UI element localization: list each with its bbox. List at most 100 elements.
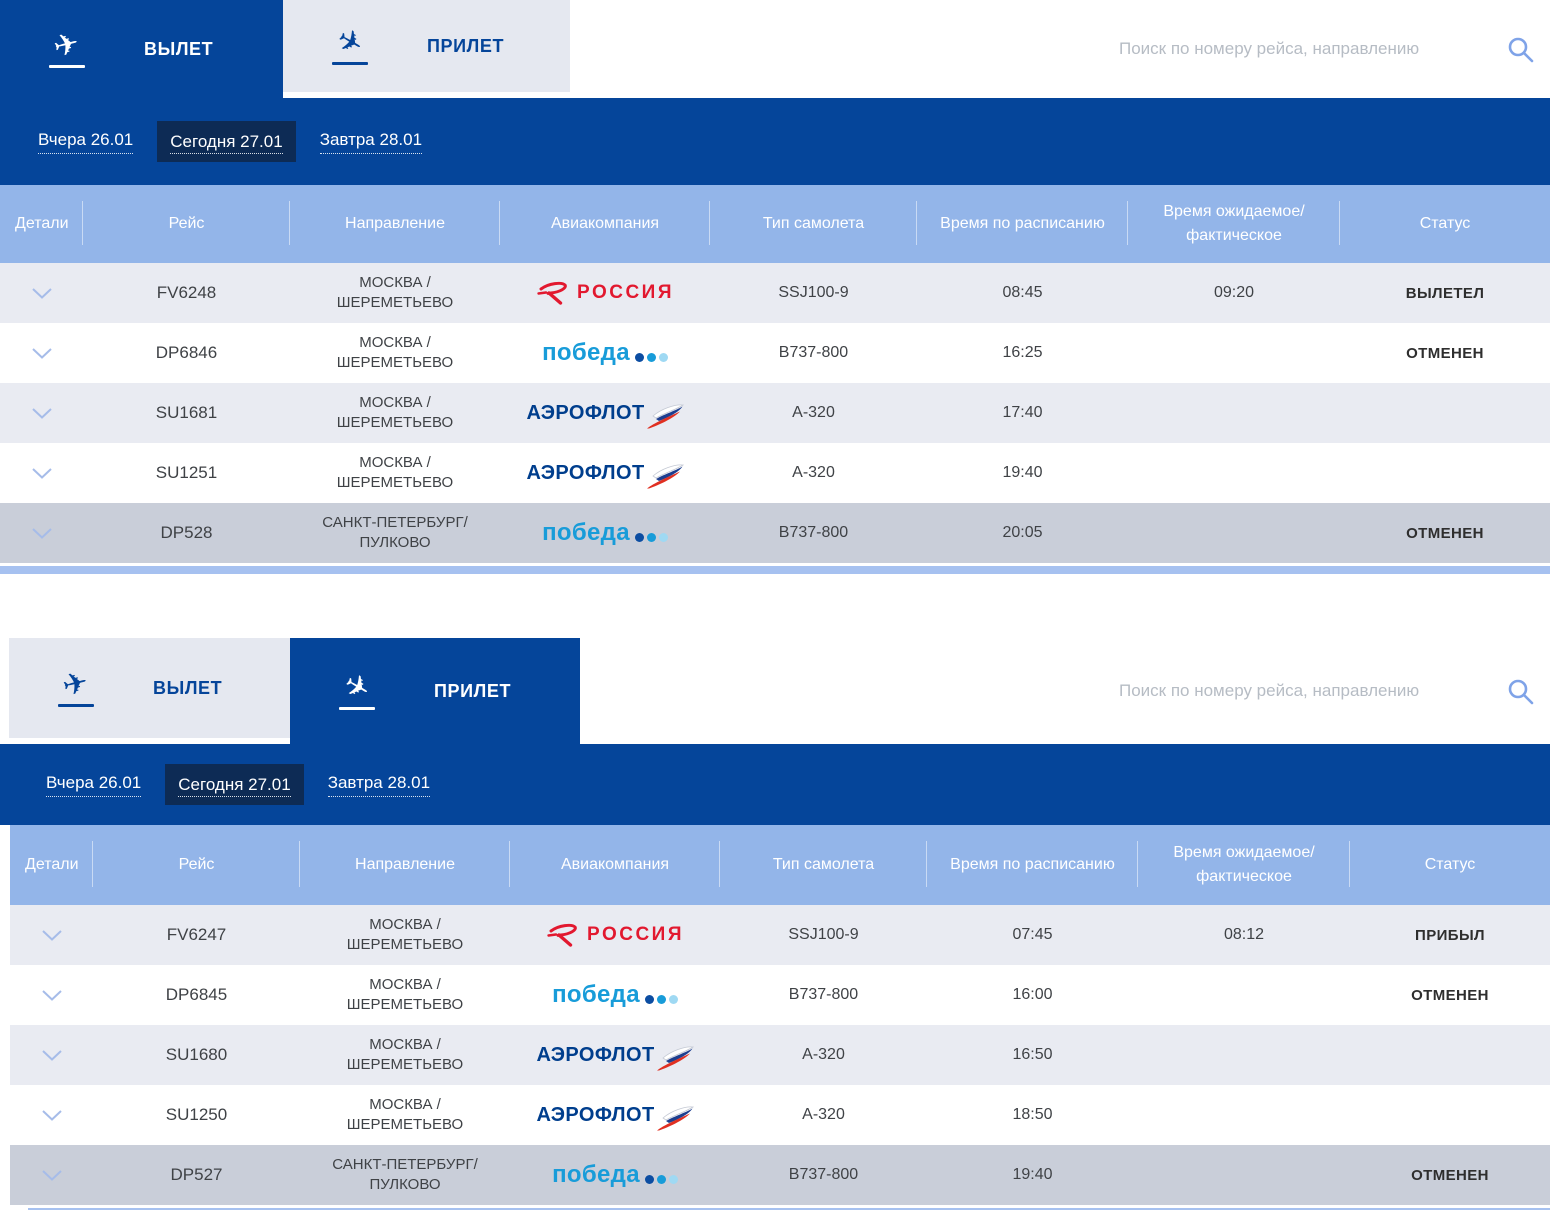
horizontal-scrollbar[interactable]	[0, 566, 1550, 574]
date-tab-today-box[interactable]: Сегодня 27.01	[165, 763, 304, 806]
actual-time	[1128, 503, 1340, 563]
scheduled-time: 19:40	[1012, 1166, 1053, 1183]
flight-row[interactable]: DP528 САНКТ-ПЕТЕРБУРГ/ ПУЛКОВО победа B7…	[0, 503, 1550, 563]
row-details-toggle[interactable]	[10, 1085, 93, 1145]
tab-arrival[interactable]: ✈ ПРИЛЕТ	[283, 0, 570, 92]
flight-row[interactable]: FV6247 МОСКВА / ШЕРЕМЕТЬЕВО РОССИЯ SSJ10…	[10, 905, 1550, 965]
chevron-down-icon	[41, 1109, 62, 1121]
airline-name: АЭРОФЛОТ	[526, 461, 645, 484]
actual-time	[1128, 323, 1340, 383]
airline-logo: АЭРОФЛОТ	[500, 443, 710, 503]
scheduled-time: 17:40	[1002, 404, 1043, 421]
search-input[interactable]	[1119, 39, 1479, 59]
flight-number: SU1250	[165, 1105, 228, 1124]
pobeda-logo: победа	[552, 1161, 678, 1189]
tab-departure[interactable]: ✈ ВЫЛЕТ	[0, 0, 283, 98]
flight-status: ПРИБЫЛ	[1415, 926, 1485, 944]
flight-search	[1119, 0, 1550, 98]
flight-row[interactable]: SU1680 МОСКВА / ШЕРЕМЕТЬЕВО АЭРОФЛОТ A-3…	[10, 1025, 1550, 1085]
aeroflot-flag-icon	[646, 404, 684, 429]
row-details-toggle[interactable]	[0, 503, 83, 563]
direction: МОСКВА / ШЕРЕМЕТЬЕВО	[346, 1036, 464, 1073]
row-details-toggle[interactable]	[0, 323, 83, 383]
horizontal-scrollbar[interactable]	[28, 1208, 1550, 1210]
tab-bar: ✈ ВЫЛЕТ ✈ ПРИЛЕТ	[0, 638, 1550, 744]
actual-time	[1128, 383, 1340, 443]
date-tab-tomorrow[interactable]: Завтра 28.01	[319, 129, 423, 154]
row-details-toggle[interactable]	[10, 965, 93, 1025]
airline-name: АЭРОФЛОТ	[536, 1103, 655, 1126]
flight-status: ОТМЕНЕН	[1406, 524, 1484, 542]
flight-row[interactable]: DP6845 МОСКВА / ШЕРЕМЕТЬЕВО победа B737-…	[10, 965, 1550, 1025]
actual-time	[1138, 1145, 1350, 1205]
pobeda-logo: победа	[552, 981, 678, 1009]
date-tab-today[interactable]: Сегодня 27.01	[170, 131, 283, 154]
actual-time	[1138, 1025, 1350, 1085]
airline-logo: РОССИЯ	[510, 905, 720, 965]
airline-logo: РОССИЯ	[500, 263, 710, 323]
flight-status: ОТМЕНЕН	[1411, 986, 1489, 1004]
chevron-down-icon	[41, 1049, 62, 1061]
scheduled-time: 07:45	[1012, 926, 1053, 943]
flight-row[interactable]: SU1681 МОСКВА / ШЕРЕМЕТЬЕВО АЭРОФЛОТ A-3…	[0, 383, 1550, 443]
table-body: FV6247 МОСКВА / ШЕРЕМЕТЬЕВО РОССИЯ SSJ10…	[10, 905, 1550, 1205]
flight-status	[1350, 1085, 1550, 1145]
row-details-toggle[interactable]	[10, 1145, 93, 1205]
date-tab-yesterday[interactable]: Вчера 26.01	[38, 129, 134, 154]
column-header-airline: Авиакомпания	[510, 825, 720, 905]
aeroflot-logo: АЭРОФЛОТ	[526, 457, 684, 489]
search-input[interactable]	[1119, 681, 1479, 701]
flight-row[interactable]: DP6846 МОСКВА / ШЕРЕМЕТЬЕВО победа B737-…	[0, 323, 1550, 383]
date-tab-today-box[interactable]: Сегодня 27.01	[157, 120, 296, 163]
row-details-toggle[interactable]	[0, 383, 83, 443]
flight-row[interactable]: SU1251 МОСКВА / ШЕРЕМЕТЬЕВО АЭРОФЛОТ A-3…	[0, 443, 1550, 503]
aeroflot-logo: АЭРОФЛОТ	[536, 1039, 694, 1071]
aircraft-type: B737-800	[788, 986, 859, 1003]
row-details-toggle[interactable]	[0, 443, 83, 503]
row-details-toggle[interactable]	[10, 1025, 93, 1085]
actual-time: 08:12	[1223, 926, 1265, 943]
column-header-expected: Время ожидаемое/ фактическое	[1128, 185, 1340, 263]
aeroflot-flag-icon	[656, 1046, 694, 1071]
flight-status: ОТМЕНЕН	[1406, 344, 1484, 362]
aircraft-type: B737-800	[778, 524, 849, 541]
column-header-aircraft: Тип самолета	[720, 825, 927, 905]
flight-number: FV6247	[166, 925, 227, 944]
flight-row[interactable]: SU1250 МОСКВА / ШЕРЕМЕТЬЕВО АЭРОФЛОТ A-3…	[10, 1085, 1550, 1145]
flight-row[interactable]: DP527 САНКТ-ПЕТЕРБУРГ/ ПУЛКОВО победа B7…	[10, 1145, 1550, 1205]
column-header-aircraft: Тип самолета	[710, 185, 917, 263]
row-details-toggle[interactable]	[10, 905, 93, 965]
rossiya-glyph-icon	[547, 923, 577, 947]
pobeda-logo: победа	[542, 339, 668, 367]
flight-row[interactable]: FV6248 МОСКВА / ШЕРЕМЕТЬЕВО РОССИЯ SSJ10…	[0, 263, 1550, 323]
aeroflot-flag-icon	[646, 464, 684, 489]
search-icon[interactable]	[1507, 678, 1534, 705]
direction: МОСКВА / ШЕРЕМЕТЬЕВО	[336, 394, 454, 431]
aircraft-type: A-320	[792, 464, 835, 481]
column-header-flight: Рейс	[83, 185, 290, 263]
airline-logo: АЭРОФЛОТ	[510, 1025, 720, 1085]
airline-name: РОССИЯ	[577, 282, 674, 303]
actual-time	[1138, 965, 1350, 1025]
tab-arrival[interactable]: ✈ ПРИЛЕТ	[290, 638, 580, 744]
rossiya-logo: РОССИЯ	[536, 280, 674, 306]
column-header-details: Детали	[10, 825, 93, 905]
scheduled-time: 16:50	[1012, 1046, 1053, 1063]
aeroflot-logo: АЭРОФЛОТ	[526, 397, 684, 429]
flight-search	[1119, 638, 1550, 744]
departures-table: Детали Рейс Направление Авиакомпания Тип…	[0, 185, 1550, 563]
date-tab-today[interactable]: Сегодня 27.01	[178, 774, 291, 797]
table-header: Детали Рейс Направление Авиакомпания Тип…	[10, 825, 1550, 905]
row-details-toggle[interactable]	[0, 263, 83, 323]
chevron-down-icon	[41, 929, 62, 941]
tab-departure[interactable]: ✈ ВЫЛЕТ	[9, 638, 290, 738]
airline-logo: победа	[500, 323, 710, 383]
date-tab-yesterday[interactable]: Вчера 26.01	[46, 772, 142, 797]
chevron-down-icon	[31, 467, 52, 479]
chevron-down-icon	[31, 407, 52, 419]
tab-departure-label: ВЫЛЕТ	[144, 38, 214, 59]
search-icon[interactable]	[1507, 36, 1534, 63]
date-tab-tomorrow[interactable]: Завтра 28.01	[327, 772, 431, 797]
flight-number: SU1680	[165, 1045, 228, 1064]
flight-status	[1340, 443, 1550, 503]
